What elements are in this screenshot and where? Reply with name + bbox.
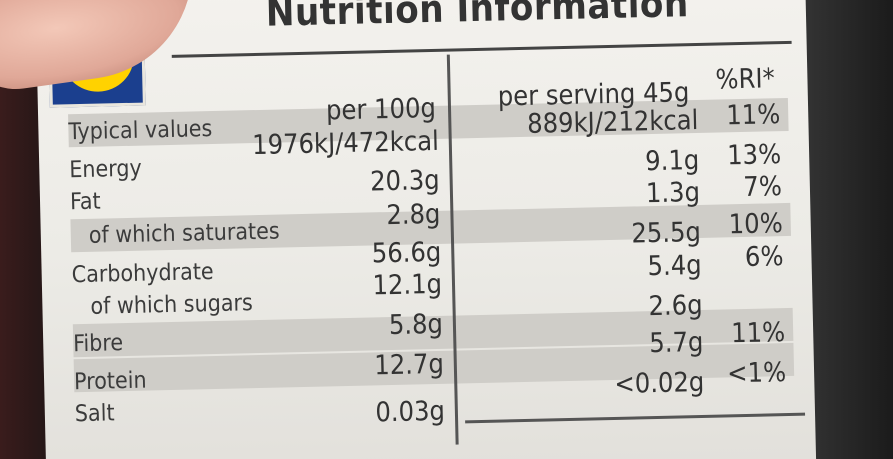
- row-label: Salt: [74, 400, 115, 428]
- nutrition-label: Nutrition Information Typical values per…: [35, 0, 817, 459]
- value-per-100g: 0.03g: [375, 395, 446, 429]
- value-per-100g: 20.3g: [369, 164, 441, 198]
- header-typical-values: Typical values: [68, 116, 213, 146]
- value-per-serving: 25.5g: [631, 216, 702, 250]
- panel-title: Nutrition Information: [265, 0, 690, 35]
- header-ri: %RI*: [715, 63, 776, 96]
- value-per-serving: 9.1g: [644, 144, 700, 178]
- row-label: of which saturates: [88, 218, 280, 249]
- value-per-serving: 1.3g: [645, 176, 701, 210]
- value-per-100g: 56.6g: [371, 236, 442, 270]
- row-label: Fat: [69, 188, 101, 216]
- row-label: Carbohydrate: [71, 259, 214, 289]
- row-label: Protein: [73, 367, 147, 396]
- value-per-serving: <0.02g: [614, 366, 705, 400]
- value-ri: 7%: [742, 171, 783, 203]
- value-ri: 11%: [725, 99, 781, 132]
- value-per-100g: 12.1g: [372, 268, 443, 302]
- value-per-100g: 12.7g: [373, 348, 445, 382]
- value-ri: <1%: [726, 357, 787, 390]
- value-ri: 11%: [730, 317, 786, 350]
- row-label: Fibre: [72, 330, 124, 358]
- value-per-100g: 5.8g: [388, 308, 444, 342]
- value-ri: 10%: [728, 208, 784, 241]
- value-per-100g: 1976kJ/472kcal: [251, 125, 440, 162]
- row-label: Energy: [69, 155, 143, 184]
- header-per-100g: per 100g: [325, 92, 437, 127]
- value-per-100g: 2.8g: [386, 198, 441, 232]
- value-per-serving: 5.4g: [647, 249, 702, 283]
- value-ri: 6%: [744, 241, 784, 273]
- value-ri: 13%: [726, 139, 782, 172]
- value-per-serving: 5.7g: [649, 326, 704, 360]
- value-per-serving: 2.6g: [648, 289, 703, 323]
- title-underline: [171, 40, 792, 58]
- bottom-rule: [465, 412, 806, 424]
- value-per-serving: 889kJ/212kcal: [526, 104, 699, 140]
- row-label: of which sugars: [90, 290, 254, 320]
